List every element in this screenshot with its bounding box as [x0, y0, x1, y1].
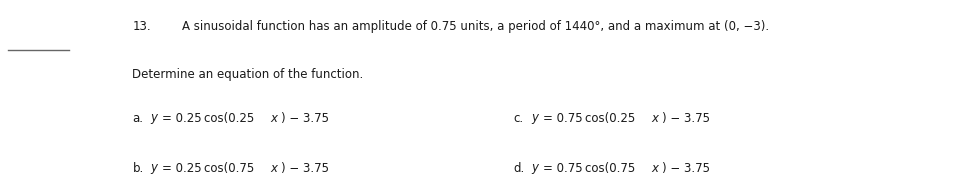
Text: = 0.75 cos(0.75: = 0.75 cos(0.75: [543, 162, 636, 175]
Text: $y$: $y$: [531, 112, 540, 126]
Text: $y$: $y$: [531, 162, 540, 176]
Text: b.: b.: [132, 162, 144, 175]
Text: d.: d.: [514, 162, 525, 175]
Text: = 0.75 cos(0.25: = 0.75 cos(0.25: [543, 112, 636, 125]
Text: = 0.25 cos(0.25: = 0.25 cos(0.25: [162, 112, 254, 125]
Text: c.: c.: [514, 112, 524, 125]
Text: $x$: $x$: [651, 162, 660, 175]
Text: 13.: 13.: [132, 20, 151, 33]
Text: A sinusoidal function has an amplitude of 0.75 units, a period of 1440°, and a m: A sinusoidal function has an amplitude o…: [182, 20, 770, 33]
Text: = 0.25 cos(0.75: = 0.25 cos(0.75: [162, 162, 254, 175]
Text: Determine an equation of the function.: Determine an equation of the function.: [132, 68, 364, 81]
Text: $x$: $x$: [651, 112, 660, 125]
Text: ) − 3.75: ) − 3.75: [662, 112, 710, 125]
Text: a.: a.: [132, 112, 143, 125]
Text: $x$: $x$: [270, 112, 279, 125]
Text: ) − 3.75: ) − 3.75: [662, 162, 710, 175]
Text: ) − 3.75: ) − 3.75: [281, 162, 329, 175]
Text: $y$: $y$: [150, 162, 159, 176]
Text: ) − 3.75: ) − 3.75: [281, 112, 329, 125]
Text: $y$: $y$: [150, 112, 159, 126]
Text: $x$: $x$: [270, 162, 279, 175]
